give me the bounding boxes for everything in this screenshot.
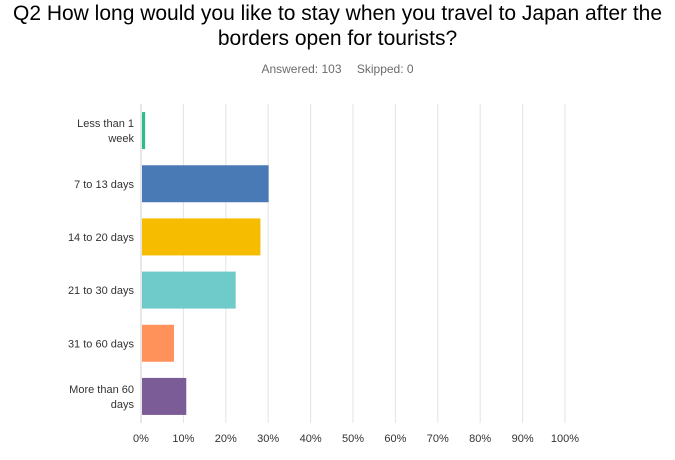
category-label: Less than 1 bbox=[77, 118, 134, 130]
category-label: 31 to 60 days bbox=[68, 338, 135, 350]
x-tick-label: 40% bbox=[300, 433, 322, 445]
category-label: More than 60 bbox=[69, 384, 134, 396]
x-tick-label: 20% bbox=[215, 433, 237, 445]
skipped-count: Skipped: 0 bbox=[356, 62, 414, 76]
question-title: Q2 How long would you like to stay when … bbox=[12, 2, 663, 50]
bar bbox=[142, 271, 236, 309]
category-label: 7 to 13 days bbox=[74, 179, 134, 191]
category-label: days bbox=[111, 399, 135, 411]
x-tick-label: 90% bbox=[512, 433, 534, 445]
response-stats: Answered: 103 Skipped: 0 bbox=[0, 62, 675, 76]
bar bbox=[142, 218, 261, 256]
bar bbox=[142, 112, 146, 150]
bar bbox=[142, 324, 174, 362]
x-tick-label: 60% bbox=[384, 433, 406, 445]
x-tick-label: 30% bbox=[257, 433, 279, 445]
x-tick-label: 10% bbox=[172, 433, 194, 445]
x-tick-label: 0% bbox=[133, 433, 149, 445]
category-label: 14 to 20 days bbox=[68, 232, 135, 244]
category-label: 21 to 30 days bbox=[68, 285, 135, 297]
category-label: week bbox=[107, 133, 134, 145]
x-tick-label: 80% bbox=[469, 433, 491, 445]
answered-count: Answered: 103 bbox=[261, 62, 342, 76]
x-tick-label: 70% bbox=[427, 433, 449, 445]
bar bbox=[142, 165, 269, 203]
x-tick-label: 50% bbox=[342, 433, 364, 445]
x-tick-label: 100% bbox=[551, 433, 579, 445]
bar bbox=[142, 377, 187, 415]
